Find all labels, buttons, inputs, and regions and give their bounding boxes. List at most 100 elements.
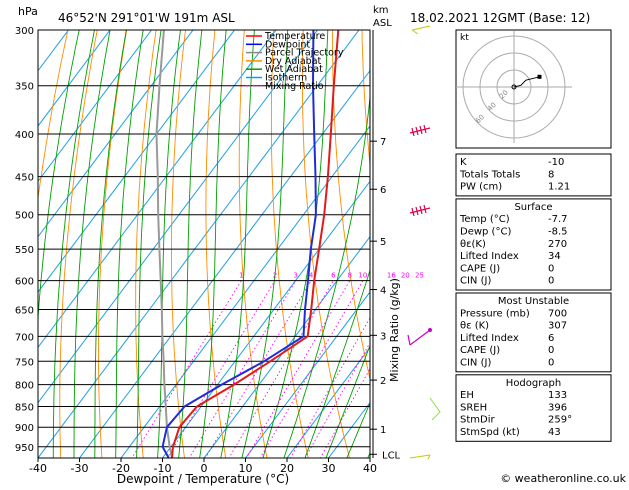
mixing-ratio-label: 3 (294, 272, 298, 280)
surface-label: Lifted Index (460, 251, 519, 262)
wind-marker (428, 328, 432, 332)
dry-adiabat-line (172, 0, 195, 458)
lcl-label: LCL (382, 450, 401, 461)
most-unstable-value: 307 (548, 321, 567, 332)
index-value: -10 (548, 157, 564, 168)
hodograph-table-value: 259° (548, 415, 572, 426)
most-unstable-label: Pressure (mb) (460, 308, 530, 319)
wind-barb (410, 205, 430, 216)
wind-barb (408, 330, 430, 345)
hodograph-end-marker (538, 75, 542, 79)
indices-panel: K -10 Totals Totals 8 PW (cm) 1.21 Surface Temp… (456, 154, 611, 441)
km-tick-label: 7 (380, 137, 386, 148)
mixing-ratio-label: 25 (415, 272, 424, 280)
hodograph-table-value: 133 (548, 390, 567, 401)
surface-label: CAPE (J) (460, 263, 500, 274)
most-unstable-label: Lifted Index (460, 333, 519, 344)
km-tick-label: 3 (380, 331, 386, 342)
temperature-tick-label: 30 (322, 462, 336, 475)
pressure-tick-label: 950 (15, 443, 34, 454)
pressure-tick-label: 300 (15, 26, 34, 37)
wind-barb (430, 398, 440, 420)
surface-value: 34 (548, 251, 561, 262)
mixing-ratio-line (307, 281, 420, 483)
mixing-ratio-label: 4 (309, 272, 314, 280)
mixing-ratio-label: 20 (401, 272, 410, 280)
index-value: 8 (548, 169, 554, 180)
mixing-ratio-line (276, 281, 391, 483)
pressure-tick-label: 400 (15, 130, 34, 141)
mixing-ratio-axis-title: Mixing Ratio (g/kg) (388, 278, 401, 382)
temperature-tick-label: 40 (363, 462, 377, 475)
temperature-tick-label: -30 (71, 462, 89, 475)
pressure-tick-label: 750 (15, 357, 34, 368)
mixing-ratio-line (214, 281, 333, 483)
hodograph-table-value: 43 (548, 427, 561, 438)
mixing-ratio-label: 6 (331, 272, 336, 280)
km-tick-label: 5 (380, 237, 386, 248)
asl-unit-label: ASL (373, 18, 392, 29)
hodograph-table-value: 396 (548, 402, 567, 413)
hodograph-table-label: StmSpd (kt) (460, 427, 520, 438)
pressure-tick-label: 700 (15, 332, 34, 343)
surface-value: 0 (548, 263, 554, 274)
surface-title: Surface (514, 202, 552, 213)
hodograph-table-title: Hodograph (506, 378, 561, 389)
most-unstable-value: 700 (548, 308, 567, 319)
surface-label: CIN (J) (460, 276, 491, 287)
index-value: 1.21 (548, 182, 570, 193)
pressure-tick-label: 600 (15, 277, 34, 288)
surface-value: 270 (548, 239, 567, 250)
surface-value: -7.7 (548, 214, 568, 225)
most-unstable-value: 0 (548, 358, 554, 369)
km-tick-label: 4 (380, 286, 386, 297)
surface-value: 0 (548, 276, 554, 287)
wind-barb (410, 125, 430, 136)
wet-adiabat-line (115, 0, 155, 483)
hodograph-table-label: EH (460, 390, 474, 401)
most-unstable-title: Most Unstable (498, 296, 569, 307)
legend-label: Mixing Ratio (265, 81, 324, 92)
wind-barb (412, 26, 430, 34)
pressure-tick-label: 550 (15, 245, 34, 256)
hodograph-frame (456, 30, 611, 148)
index-label: K (460, 157, 467, 168)
hodograph-unit-label: kt (460, 33, 469, 43)
index-label: Totals Totals (459, 169, 520, 180)
temperature-tick-label: -40 (29, 462, 47, 475)
hodograph-table-label: StmDir (460, 415, 495, 426)
mixing-ratio-line (174, 281, 295, 483)
pressure-tick-label: 450 (15, 173, 34, 184)
pressure-tick-label: 500 (15, 211, 34, 222)
most-unstable-value: 6 (548, 333, 554, 344)
copyright-label: © weatheronline.co.uk (500, 472, 626, 485)
pressure-tick-label: 350 (15, 82, 34, 93)
wind-barb (410, 455, 430, 459)
wet-adiabat-line (196, 0, 234, 483)
surface-label: Temp (°C) (459, 214, 510, 225)
datetime-label: 18.02.2021 12GMT (Base: 12) (410, 11, 590, 25)
pressure-tick-label: 800 (15, 381, 34, 392)
wind-barbs (408, 26, 440, 459)
mixing-ratio-label: 1 (239, 272, 243, 280)
most-unstable-label: θε (K) (460, 321, 489, 332)
wet-adiabat-line (95, 0, 139, 483)
km-unit-label: km (373, 5, 389, 16)
most-unstable-value: 0 (548, 345, 554, 356)
dry-adiabat-line (99, 0, 139, 458)
surface-label: Dewp (°C) (460, 227, 511, 238)
km-tick-label: 2 (380, 376, 386, 387)
location-label: 46°52'N 291°01'W 191m ASL (58, 11, 235, 25)
index-label: PW (cm) (460, 182, 502, 193)
surface-value: -8.5 (548, 227, 568, 238)
hodograph-table-label: SREH (460, 402, 487, 413)
dry-adiabat-line (362, 0, 432, 458)
mixing-ratio-label: 2 (273, 272, 277, 280)
dry-adiabat-line (333, 0, 391, 458)
dewpoint-line (163, 30, 316, 458)
most-unstable-label: CIN (J) (460, 358, 491, 369)
